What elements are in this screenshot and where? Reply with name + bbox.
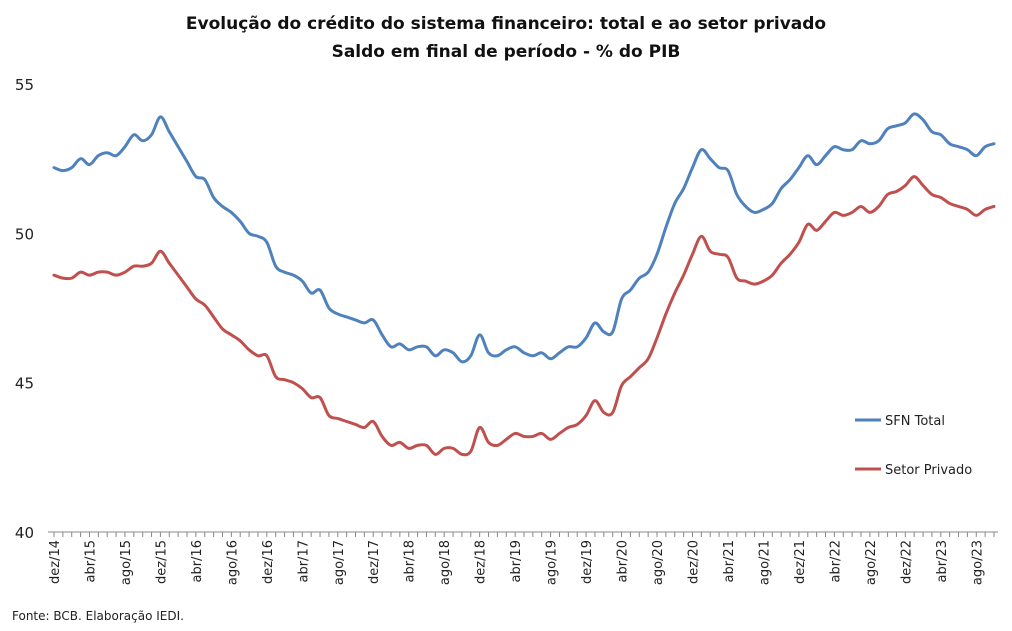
x-tick-label: ago/20 xyxy=(651,540,666,585)
x-tick-label: abr/16 xyxy=(190,540,205,583)
x-tick-label: ago/22 xyxy=(864,540,879,585)
x-tick-label: ago/21 xyxy=(757,540,772,585)
x-tick-label: abr/19 xyxy=(509,540,524,583)
x-tick-label: ago/16 xyxy=(225,540,240,585)
x-tick-label: ago/18 xyxy=(438,540,453,585)
x-tick-label: ago/17 xyxy=(332,540,347,585)
x-axis: dez/14 abr/15 ago/15 dez/15 abr/16 ago/16 dez/… xyxy=(48,531,998,585)
x-tick-label: dez/20 xyxy=(686,540,701,584)
x-tick-label: abr/22 xyxy=(828,540,843,583)
legend: SFN Total Setor Privado xyxy=(855,414,972,478)
x-tick-label: ago/15 xyxy=(119,540,134,585)
series-line xyxy=(52,112,996,364)
x-tick-label: abr/18 xyxy=(403,540,418,583)
x-tick-label: dez/19 xyxy=(580,540,595,584)
series-line xyxy=(52,175,996,457)
series-layer xyxy=(52,112,996,457)
chart-subtitle: Saldo em final de período - % do PIB xyxy=(331,42,681,62)
y-tick-label: 50 xyxy=(15,225,34,243)
legend-label: SFN Total xyxy=(885,414,945,429)
y-axis: 40 45 50 55 xyxy=(15,76,34,542)
y-tick-label: 45 xyxy=(15,375,34,393)
x-tick-label: abr/23 xyxy=(935,540,950,583)
x-tick-label: ago/23 xyxy=(970,540,985,585)
legend-label: Setor Privado xyxy=(885,463,972,478)
x-tick-label: dez/14 xyxy=(48,540,63,584)
x-tick-label: dez/15 xyxy=(154,540,169,584)
chart-title-block: Evolução do crédito do sistema financeir… xyxy=(0,10,1012,66)
x-tick-label: abr/21 xyxy=(722,540,737,583)
x-tick-label: abr/15 xyxy=(83,540,98,583)
y-tick-label: 40 xyxy=(15,524,34,542)
x-tick-label: abr/20 xyxy=(616,540,631,583)
y-tick-label: 55 xyxy=(15,76,34,94)
x-tick-label: dez/21 xyxy=(793,540,808,584)
x-tick-label: dez/16 xyxy=(261,540,276,584)
x-tick-label: dez/18 xyxy=(474,540,489,584)
x-tick-label: dez/17 xyxy=(367,540,382,584)
chart-title: Evolução do crédito do sistema financeir… xyxy=(185,14,827,34)
x-tick-label: ago/19 xyxy=(545,540,560,585)
x-tick-label: abr/17 xyxy=(296,540,311,583)
source-note: Fonte: BCB. Elaboração IEDI. xyxy=(12,609,184,623)
x-tick-label: dez/22 xyxy=(899,540,914,584)
